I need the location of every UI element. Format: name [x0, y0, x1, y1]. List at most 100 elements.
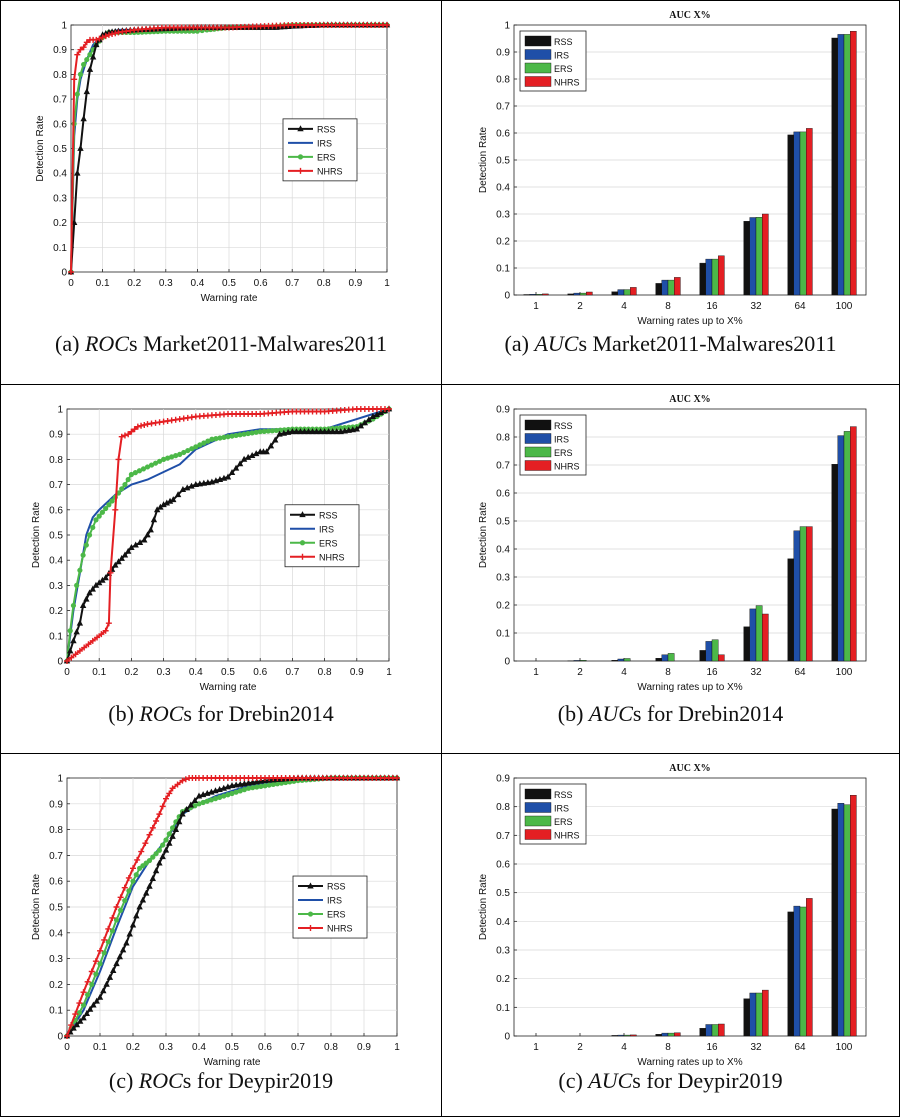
data-point-ers	[78, 72, 83, 77]
bar-rss	[656, 658, 662, 661]
bar-ers	[844, 805, 850, 1036]
legend-label-irs: IRS	[554, 51, 569, 61]
y-tick-label: 0.9	[49, 430, 63, 441]
bar-irs	[750, 993, 756, 1036]
bar-rss	[700, 1028, 706, 1036]
bar-rss	[832, 38, 838, 295]
x-tick-label: 0.6	[258, 1042, 272, 1053]
x-tick-label: 0.3	[159, 278, 173, 289]
data-point-ers	[118, 908, 123, 913]
legend-swatch-irs	[525, 434, 551, 444]
bar-irs	[838, 34, 844, 295]
legend-label-rss: RSS	[554, 37, 573, 47]
x-tick-label: 0	[64, 1042, 70, 1053]
bar-nhrs	[586, 292, 592, 295]
legend-label-ers: ERS	[554, 64, 573, 74]
y-tick-label: 0.8	[496, 75, 510, 86]
y-tick-label: 0.5	[49, 903, 63, 914]
y-tick-label: 0.3	[49, 581, 63, 592]
y-tick-label: 0.2	[496, 601, 510, 612]
x-tick-label: 16	[706, 1042, 718, 1053]
x-tick-label: 0.7	[285, 667, 299, 678]
bar-irs	[706, 641, 712, 661]
y-axis-label: Detection Rate	[478, 873, 489, 940]
legend-swatch-nhrs	[525, 77, 551, 87]
bar-irs	[706, 259, 712, 295]
bar-nhrs	[542, 294, 548, 295]
bar-rss	[612, 660, 618, 661]
x-tick-label: 2	[577, 667, 583, 678]
bar-ers	[756, 993, 762, 1036]
bar-ers	[712, 259, 718, 295]
bar-rss	[788, 559, 794, 661]
y-tick-label: 0.6	[49, 877, 63, 888]
bar-nhrs	[762, 214, 768, 295]
chart-title: AUC X%	[669, 10, 710, 21]
x-tick-label: 2	[577, 301, 583, 312]
data-point-ers	[122, 482, 127, 487]
y-tick-label: 0.8	[53, 70, 67, 81]
y-tick-label: 0.8	[49, 825, 63, 836]
y-tick-label: 0.8	[49, 455, 63, 466]
y-tick-label: 0.1	[496, 264, 510, 275]
bar-ers	[668, 280, 674, 295]
x-tick-label: 4	[621, 1042, 627, 1053]
caption-auc-c: (c) AUCs for Deypir2019	[442, 1068, 899, 1094]
x-tick-label: 0.3	[157, 667, 171, 678]
y-tick-label: 0.3	[49, 954, 63, 965]
bar-ers	[668, 1033, 674, 1036]
x-tick-label: 0.6	[253, 667, 267, 678]
y-tick-label: 0.1	[49, 631, 63, 642]
y-tick-label: 1	[57, 405, 63, 416]
bar-ers	[624, 1035, 630, 1036]
y-tick-label: 0.1	[496, 1003, 510, 1014]
y-tick-label: 0.5	[496, 888, 510, 899]
x-tick-label: 4	[621, 667, 627, 678]
y-tick-label: 0.2	[53, 218, 67, 229]
bar-irs	[662, 655, 668, 661]
bar-nhrs	[806, 527, 812, 661]
bar-irs	[838, 436, 844, 661]
legend-label-nhrs: NHRS	[554, 462, 580, 472]
bar-rss	[612, 292, 618, 295]
bar-ers	[800, 132, 806, 295]
bar-irs	[530, 294, 536, 295]
y-tick-label: 0.1	[49, 1006, 63, 1017]
y-tick-label: 0	[504, 657, 510, 668]
bar-ers	[580, 660, 586, 661]
data-point-ers	[81, 62, 86, 67]
y-tick-label: 1	[504, 21, 510, 32]
x-tick-label: 0.4	[192, 1042, 206, 1053]
bar-irs	[794, 531, 800, 661]
y-tick-label: 0.5	[496, 156, 510, 167]
bar-irs	[662, 1033, 668, 1036]
y-tick-label: 0.6	[496, 489, 510, 500]
x-axis-label: Warning rate	[200, 682, 257, 693]
x-tick-label: 0.8	[324, 1042, 338, 1053]
y-axis-label: Detection Rate	[31, 873, 42, 940]
bar-irs	[574, 293, 580, 295]
x-tick-label: 4	[621, 301, 627, 312]
legend-label-nhrs: NHRS	[327, 924, 353, 934]
legend-label-nhrs: NHRS	[319, 552, 345, 562]
x-tick-label: 0.1	[93, 1042, 107, 1053]
bar-ers	[800, 527, 806, 661]
x-axis-label: Warning rates up to X%	[637, 682, 742, 693]
legend-label-ers: ERS	[554, 817, 573, 827]
bar-irs	[750, 609, 756, 661]
bar-rss	[612, 1035, 618, 1036]
x-tick-label: 32	[750, 301, 762, 312]
legend-label-ers: ERS	[317, 152, 336, 162]
x-tick-label: 0.3	[159, 1042, 173, 1053]
data-point-ers	[89, 982, 94, 987]
y-tick-label: 0.9	[49, 799, 63, 810]
x-tick-label: 2	[577, 1042, 583, 1053]
x-tick-label: 0.7	[291, 1042, 305, 1053]
data-point-ers	[97, 961, 102, 966]
x-axis-label: Warning rates up to X%	[637, 1057, 742, 1068]
y-tick-label: 0.4	[496, 917, 510, 928]
